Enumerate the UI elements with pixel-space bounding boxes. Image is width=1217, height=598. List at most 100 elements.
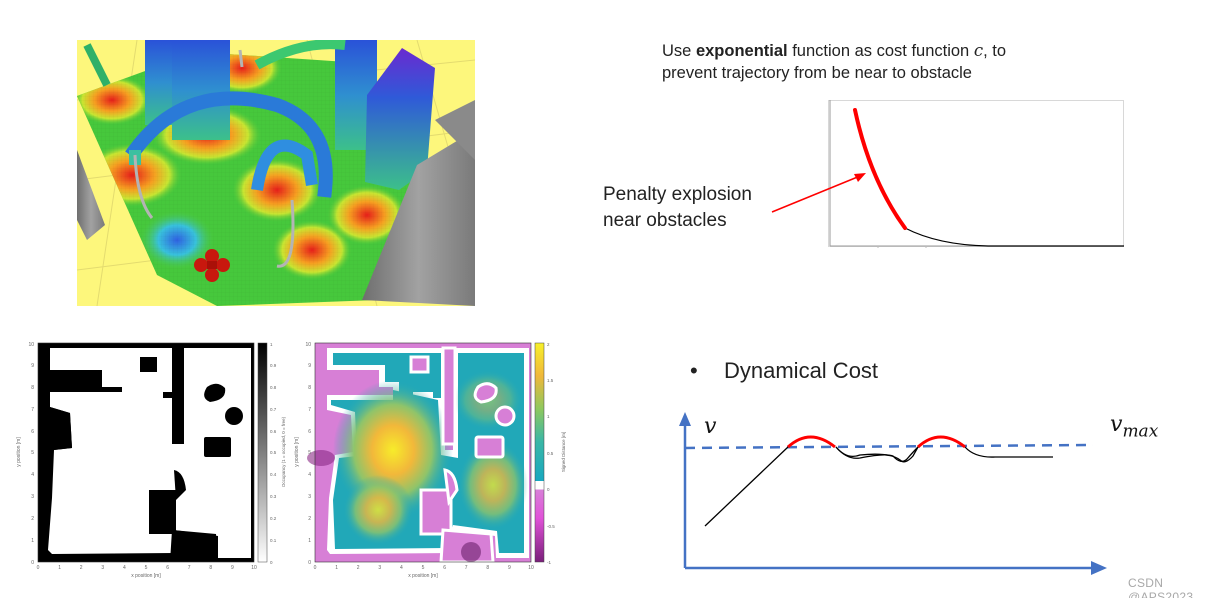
heading-line-2: prevent trajectory from be near to obsta… (662, 64, 972, 82)
x-axis-arrow-icon (1091, 561, 1107, 575)
svg-text:10: 10 (305, 342, 311, 348)
v-axis-label: v (704, 414, 717, 439)
svg-text:0: 0 (547, 487, 550, 492)
svg-text:-1: -1 (547, 560, 551, 565)
svg-text:10: 10 (28, 342, 34, 348)
svg-text:9: 9 (31, 363, 34, 369)
svg-text:0.4: 0.4 (270, 472, 277, 477)
svg-text:4: 4 (308, 472, 311, 478)
svg-text:3: 3 (31, 494, 34, 500)
svg-text:2: 2 (31, 516, 34, 522)
svg-text:4: 4 (123, 565, 126, 571)
svg-text:2: 2 (80, 565, 83, 571)
svg-text:1.5: 1.5 (547, 378, 554, 383)
svg-text:0.9: 0.9 (270, 363, 277, 368)
svg-text:1: 1 (270, 342, 273, 347)
svg-text:-0.5: -0.5 (547, 524, 555, 529)
velocity-curve (679, 412, 1107, 575)
heading-text: , to (983, 42, 1007, 60)
svg-text:3: 3 (101, 565, 104, 571)
heading-bold-text: exponential (695, 42, 788, 60)
sdf-map-plot: 0 1 2 3 4 5 6 7 8 9 10 0 1 2 3 4 5 6 7 8… (294, 342, 566, 579)
svg-text:2: 2 (357, 565, 360, 571)
svg-text:5: 5 (422, 565, 425, 571)
svg-text:8: 8 (31, 385, 34, 391)
svg-text:x position [m]: x position [m] (131, 573, 161, 579)
svg-text:y position [m]: y position [m] (294, 437, 300, 467)
penalty-annotation: Penalty explosion near obstacles (603, 182, 752, 234)
svg-text:0.8: 0.8 (270, 385, 277, 390)
voxel-map-3d-image (77, 40, 475, 306)
exponential-curve (828, 100, 1124, 248)
heading-text: Use (662, 42, 696, 60)
svg-text:7: 7 (188, 565, 191, 571)
svg-text:0.1: 0.1 (270, 538, 277, 543)
svg-text:0: 0 (37, 565, 40, 571)
svg-text:1: 1 (31, 538, 34, 544)
svg-text:1: 1 (58, 565, 61, 571)
svg-text:5: 5 (145, 565, 148, 571)
vmax-symbol: v (1110, 412, 1123, 437)
svg-text:9: 9 (308, 363, 311, 369)
penalty-label-line2: near obstacles (603, 210, 727, 231)
svg-text:Signed Distance [m]: Signed Distance [m] (561, 432, 566, 472)
svg-text:1: 1 (308, 538, 311, 544)
svg-text:0: 0 (308, 560, 311, 566)
svg-text:8: 8 (486, 565, 489, 571)
svg-text:6: 6 (166, 565, 169, 571)
sdf-colorbar (534, 342, 545, 563)
svg-text:0.6: 0.6 (270, 429, 277, 434)
svg-text:y position [m]: y position [m] (16, 437, 22, 467)
svg-text:0: 0 (270, 560, 273, 565)
vmax-subscript: max (1122, 421, 1159, 442)
svg-text:0.5: 0.5 (270, 450, 277, 455)
dynamical-cost-heading: • Dynamical Cost (690, 358, 878, 384)
svg-text:3: 3 (378, 565, 381, 571)
svg-text:4: 4 (400, 565, 403, 571)
penalty-label-line1: Penalty explosion (603, 184, 752, 205)
slide-heading: Use exponential function as cost functio… (662, 40, 1122, 84)
svg-text:6: 6 (308, 429, 311, 435)
svg-text:4: 4 (31, 472, 34, 478)
svg-text:6: 6 (443, 565, 446, 571)
annotation-arrow-icon (771, 173, 866, 213)
svg-text:10: 10 (251, 565, 257, 571)
svg-text:9: 9 (231, 565, 234, 571)
svg-text:x position [m]: x position [m] (408, 573, 438, 579)
svg-text:0.7: 0.7 (270, 407, 277, 412)
svg-text:Occupancy (1 = occupied, 0 = f: Occupancy (1 = occupied, 0 = free) (281, 416, 286, 487)
svg-text:8: 8 (209, 565, 212, 571)
bullet-icon: • (690, 358, 698, 383)
vmax-label: vmax (1110, 412, 1158, 441)
svg-text:2: 2 (547, 342, 550, 347)
svg-text:0.2: 0.2 (270, 516, 277, 521)
svg-text:7: 7 (31, 407, 34, 413)
svg-text:9: 9 (508, 565, 511, 571)
svg-text:1: 1 (547, 414, 550, 419)
dynamical-cost-chart (675, 410, 1155, 575)
svg-text:10: 10 (528, 565, 534, 571)
occupancy-grid-map: 0 1 2 3 4 5 6 7 8 9 10 0 1 2 3 4 5 6 7 8… (12, 340, 290, 580)
svg-text:0: 0 (31, 560, 34, 566)
svg-text:8: 8 (308, 385, 311, 391)
signed-distance-map: 0 1 2 3 4 5 6 7 8 9 10 0 1 2 3 4 5 6 7 8… (293, 340, 573, 580)
sdf-axis-ticks: 0 1 2 3 4 5 6 7 8 9 10 0 1 2 3 4 5 6 7 8… (294, 342, 534, 579)
svg-text:5: 5 (31, 450, 34, 456)
svg-text:5: 5 (308, 450, 311, 456)
occupancy-axis-ticks: 0 1 2 3 4 5 6 7 8 9 10 0 1 2 3 4 5 6 7 8… (16, 342, 257, 579)
svg-text:3: 3 (308, 494, 311, 500)
exponential-cost-chart (828, 100, 1124, 248)
svg-text:6: 6 (31, 429, 34, 435)
quadrotor-icon (194, 249, 230, 282)
svg-text:0.3: 0.3 (270, 494, 277, 499)
svg-text:1: 1 (335, 565, 338, 571)
math-symbol-c: c (973, 41, 984, 60)
occupancy-colorbar (257, 342, 268, 563)
dynamical-cost-title: Dynamical Cost (724, 358, 879, 383)
svg-text:0.5: 0.5 (547, 451, 554, 456)
heading-text: function as cost function (787, 42, 974, 60)
svg-text:7: 7 (465, 565, 468, 571)
y-axis-arrow-icon (679, 412, 691, 426)
voxel-map-illustration (77, 40, 475, 306)
svg-text:7: 7 (308, 407, 311, 413)
